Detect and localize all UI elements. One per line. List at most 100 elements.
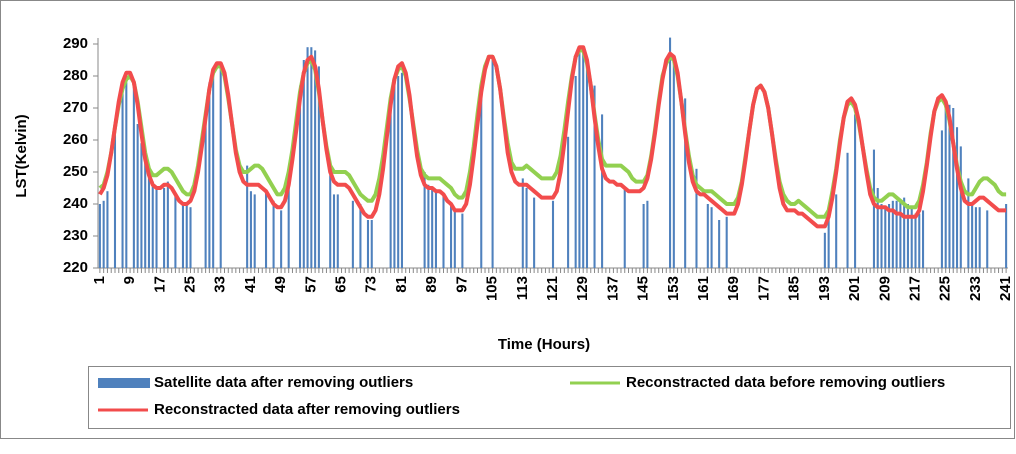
bar (174, 194, 177, 268)
bar (336, 194, 339, 268)
bar (400, 72, 404, 268)
bar (903, 197, 906, 268)
x-tick-label: 97 (453, 276, 470, 293)
bar (952, 108, 955, 268)
x-tick-label: 153 (665, 276, 682, 301)
y-tick-label: 260 (63, 131, 88, 148)
bar (329, 175, 332, 268)
bar (136, 124, 139, 268)
bar (593, 85, 596, 268)
bar (204, 111, 207, 268)
bar (163, 188, 166, 268)
bar (434, 191, 437, 268)
x-tick-label: 217 (906, 276, 923, 301)
x-tick-label: 177 (755, 276, 772, 301)
bar (823, 232, 826, 268)
bar (669, 37, 672, 268)
bar (725, 216, 728, 268)
x-tick-label: 9 (121, 276, 138, 284)
bar (155, 188, 158, 268)
bar (450, 204, 453, 268)
bar (672, 60, 675, 268)
bar (684, 98, 687, 269)
x-tick-label: 161 (695, 276, 712, 301)
bar (642, 204, 645, 268)
bar (370, 220, 373, 268)
bar (140, 143, 143, 268)
bar (121, 88, 124, 268)
bar (287, 188, 290, 268)
bar (351, 200, 354, 268)
bar (623, 188, 626, 268)
x-tick-label: 225 (937, 276, 954, 301)
bar (891, 200, 894, 268)
bar (314, 50, 317, 269)
bar (888, 204, 891, 268)
bar (971, 204, 974, 268)
bar (880, 204, 883, 268)
bar (102, 200, 105, 268)
x-tick-label: 33 (212, 276, 229, 293)
bar (940, 130, 943, 268)
bar (98, 204, 101, 268)
x-tick-label: 105 (484, 276, 501, 301)
y-tick-label: 270 (63, 99, 88, 116)
bar (914, 213, 917, 268)
x-tick-label: 145 (635, 276, 652, 301)
legend-label: Satellite data after removing outliers (154, 374, 413, 391)
bar (393, 82, 396, 269)
bar (854, 114, 857, 269)
bar (151, 181, 154, 268)
bar (310, 47, 313, 269)
bar (959, 146, 962, 268)
bar (208, 82, 211, 269)
bar (253, 194, 256, 268)
bar (695, 168, 698, 268)
x-tick-label: 25 (181, 276, 198, 293)
bar (1005, 204, 1008, 268)
bar (567, 136, 570, 268)
bar (397, 76, 400, 268)
x-tick-label: 49 (272, 276, 289, 293)
bar (827, 216, 830, 268)
bar (876, 188, 879, 268)
bar (189, 207, 192, 268)
x-tick-label: 129 (574, 276, 591, 301)
bar (533, 197, 536, 268)
bar (272, 200, 275, 268)
bar (846, 152, 849, 268)
x-tick-label: 193 (816, 276, 833, 301)
bar (899, 200, 902, 268)
legend-label: Reconstracted data before removing outli… (626, 374, 945, 391)
bar (147, 168, 151, 268)
bar (585, 56, 589, 268)
bar (166, 181, 169, 268)
x-tick-label: 233 (967, 276, 984, 301)
bar (525, 188, 528, 268)
bar (948, 104, 951, 268)
bar (872, 149, 875, 268)
x-tick-label: 113 (514, 276, 531, 300)
bar (986, 210, 989, 268)
bar (480, 85, 483, 268)
x-tick-label: 81 (393, 276, 410, 293)
bar (298, 85, 302, 268)
x-tick-label: 185 (786, 276, 803, 301)
y-tick-label: 280 (63, 67, 88, 84)
bar (974, 207, 977, 268)
bar (181, 204, 184, 268)
bar (884, 207, 887, 268)
line (98, 45, 1007, 229)
y-tick-label: 290 (63, 35, 88, 52)
bar (978, 207, 981, 268)
legend-swatch (98, 378, 150, 388)
bar (944, 104, 947, 268)
bar (125, 82, 128, 269)
bar (431, 188, 434, 268)
bar (423, 172, 426, 268)
bar (246, 165, 249, 268)
bar (144, 159, 147, 268)
bar (718, 220, 721, 268)
bar (132, 85, 135, 268)
